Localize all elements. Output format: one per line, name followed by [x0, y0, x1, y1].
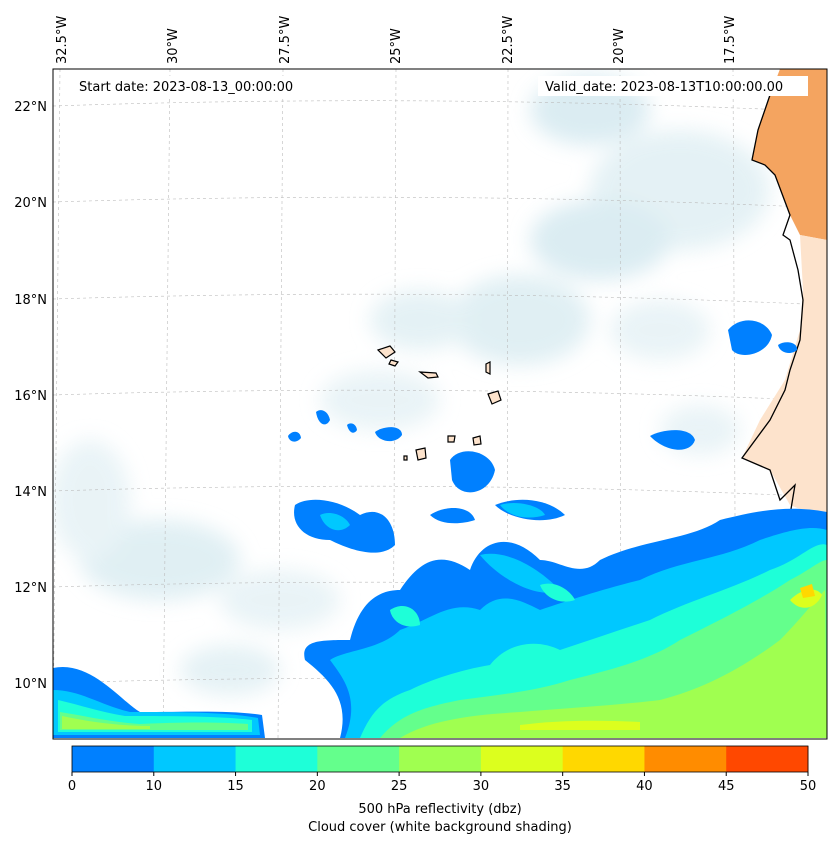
lon-label: 20°W	[612, 28, 627, 64]
reflectivity-field	[53, 320, 827, 738]
lat-label: 12°N	[14, 581, 47, 596]
colorbar-tick-label: 20	[309, 779, 326, 794]
lon-label: 27.5°W	[278, 16, 293, 64]
colorbar-tick-label: 0	[68, 779, 76, 794]
start-date-box	[72, 76, 322, 96]
coastline	[740, 94, 827, 521]
colorbar-segment	[72, 746, 155, 772]
map-content	[53, 69, 827, 739]
colorbar-sublabel: Cloud cover (white background shading)	[308, 820, 572, 835]
start-date-label: Start date: 2023-08-13_00:00:00	[79, 80, 293, 95]
cape-verde-islands	[376, 345, 502, 461]
longitude-labels: 32.5°W 30°W 27.5°W 25°W 22.5°W 20°W 17.5…	[55, 16, 738, 64]
lon-label: 17.5°W	[723, 16, 738, 64]
colorbar-segment	[317, 746, 400, 772]
lat-label: 14°N	[14, 485, 47, 500]
map-frame	[52, 68, 828, 740]
colorbar-tick-label: 25	[391, 779, 408, 794]
lat-label: 18°N	[14, 293, 47, 308]
colorbar-tick-label: 35	[554, 779, 571, 794]
colorbar-tick-label: 45	[718, 779, 735, 794]
colorbar-segment	[480, 746, 564, 772]
colorbar-segment	[562, 746, 645, 772]
africa-land-south	[742, 235, 827, 520]
colorbar-segment	[235, 746, 318, 772]
colorbar-tick-label: 10	[146, 779, 163, 794]
valid-date-box	[538, 76, 808, 96]
colorbar-segment	[153, 746, 237, 772]
colorbar-segment	[399, 746, 482, 772]
lon-label: 25°W	[389, 28, 404, 64]
lon-label: 22.5°W	[501, 16, 516, 64]
colorbar-tick-label: 30	[473, 779, 490, 794]
colorbar-segment	[644, 746, 727, 772]
lat-label: 22°N	[14, 100, 47, 115]
latitude-labels: 22°N 20°N 18°N 16°N 14°N 12°N 10°N	[14, 100, 47, 692]
colorbar-frame	[71, 745, 809, 773]
lon-label: 32.5°W	[55, 16, 70, 64]
colorbar-tick-label: 40	[636, 779, 653, 794]
lat-label: 16°N	[14, 389, 47, 404]
colorbar-tick-label: 15	[227, 779, 244, 794]
lon-label: 30°W	[166, 28, 181, 64]
valid-date-label: Valid_date: 2023-08-13T10:00:00.00	[545, 80, 783, 95]
lat-label: 20°N	[14, 196, 47, 211]
colorbar-segment	[726, 746, 809, 772]
africa-land-north	[752, 69, 827, 240]
colorbar-label: 500 hPa reflectivity (dbz)	[358, 802, 521, 817]
colorbar: 0 10 15 20 25 30 35 40 45 50	[68, 745, 817, 794]
colorbar-tick-label: 50	[800, 779, 817, 794]
lat-label: 10°N	[14, 677, 47, 692]
